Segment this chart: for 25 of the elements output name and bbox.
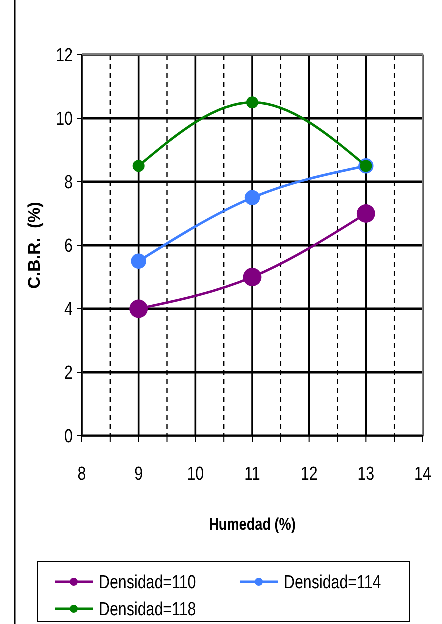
legend-label: Densidad=114 <box>284 570 382 594</box>
point <box>130 300 148 318</box>
point <box>131 254 146 269</box>
x-tick-label: 14 <box>414 462 432 484</box>
point <box>132 160 145 172</box>
y-tick-label: 2 <box>64 361 73 384</box>
point <box>356 204 376 223</box>
y-tick-label: 6 <box>64 234 73 257</box>
y-tick-label: 10 <box>56 107 73 130</box>
point <box>243 268 262 286</box>
legend-label: Densidad=118 <box>99 598 196 620</box>
legend-label: Densidad=110 <box>99 570 196 594</box>
point <box>246 96 258 109</box>
x-axis-title: Humedad (%) <box>209 516 296 534</box>
x-tick-label: 13 <box>358 462 375 484</box>
point <box>244 190 260 206</box>
x-tick-label: 10 <box>187 462 204 484</box>
y-tick-label: 8 <box>64 170 73 194</box>
x-tick-label: 12 <box>300 462 318 484</box>
x-tick-label: 11 <box>244 462 260 484</box>
y-tick-label: 12 <box>56 44 73 66</box>
y-tick-label: 0 <box>64 424 73 448</box>
x-tick-label: 9 <box>134 462 144 484</box>
y-tick-label: 4 <box>64 298 74 320</box>
y-axis-title: C.B.R. (%) <box>25 202 44 289</box>
